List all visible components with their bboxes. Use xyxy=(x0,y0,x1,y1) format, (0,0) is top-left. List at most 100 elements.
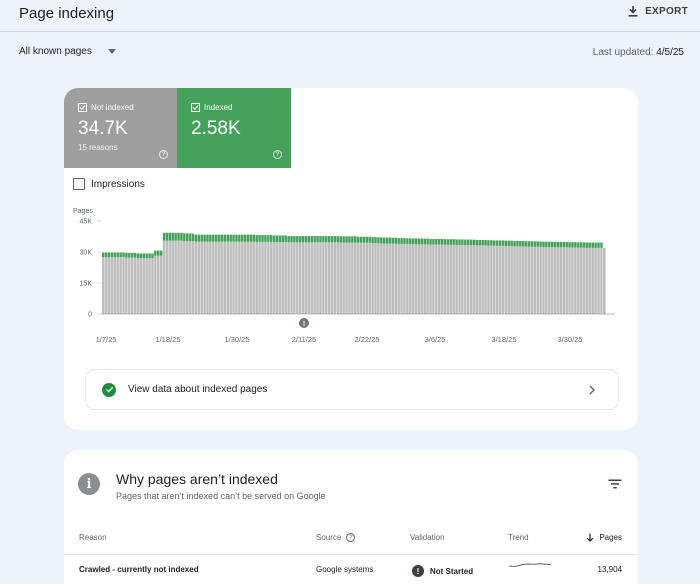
bar-not-indexed xyxy=(574,247,577,314)
indexed-tile[interactable]: Indexed 2.58K ? xyxy=(177,88,291,168)
bar-not-indexed xyxy=(325,242,328,314)
bar-indexed xyxy=(229,234,232,242)
bar-not-indexed xyxy=(159,255,163,314)
bar-not-indexed xyxy=(130,257,134,314)
bar-not-indexed xyxy=(301,242,305,314)
bar-not-indexed xyxy=(406,244,409,314)
export-button[interactable]: EXPORT xyxy=(627,5,688,17)
bar-not-indexed xyxy=(568,247,571,314)
bar-not-indexed xyxy=(212,241,215,314)
help-icon[interactable]: ? xyxy=(346,533,356,542)
bar-indexed xyxy=(307,236,311,243)
checkbox-checked-icon[interactable] xyxy=(191,103,200,112)
bar-indexed xyxy=(464,239,467,246)
bar-indexed xyxy=(527,241,531,247)
bar-not-indexed xyxy=(588,247,592,314)
bar-indexed xyxy=(128,252,131,258)
bar-not-indexed xyxy=(371,243,374,314)
column-header-reason[interactable]: Reason xyxy=(79,533,107,542)
bar-indexed xyxy=(553,241,557,248)
page-type-dropdown[interactable]: All known pages xyxy=(19,46,116,57)
bar-indexed xyxy=(122,252,125,258)
bar-not-indexed xyxy=(217,241,221,314)
bar-indexed xyxy=(391,237,395,244)
filter-icon[interactable] xyxy=(608,479,622,489)
bar-indexed xyxy=(304,236,308,243)
bar-not-indexed xyxy=(603,247,606,314)
bar-indexed xyxy=(577,242,580,248)
bar-not-indexed xyxy=(339,242,342,314)
bar-not-indexed xyxy=(304,242,308,314)
bar-not-indexed xyxy=(362,242,366,314)
bar-not-indexed xyxy=(579,247,583,314)
help-icon[interactable]: ? xyxy=(273,150,282,159)
bar-indexed xyxy=(548,241,551,248)
bar-indexed xyxy=(481,240,484,246)
bar-indexed xyxy=(310,236,313,243)
column-header-trend[interactable]: Trend xyxy=(508,533,529,542)
bar-not-indexed xyxy=(513,246,516,314)
download-icon xyxy=(628,6,638,17)
bar-not-indexed xyxy=(125,257,128,314)
bar-indexed xyxy=(130,252,134,258)
bar-not-indexed xyxy=(475,245,479,314)
bar-indexed xyxy=(217,234,221,242)
bar-not-indexed xyxy=(287,242,290,314)
row-reason[interactable]: Crawled - currently not indexed xyxy=(79,565,199,574)
bar-not-indexed xyxy=(165,240,169,314)
bar-indexed xyxy=(226,234,229,242)
bar-indexed xyxy=(356,236,360,243)
bar-not-indexed xyxy=(348,242,351,314)
bar-indexed xyxy=(403,238,406,244)
bar-indexed xyxy=(278,235,282,243)
help-icon[interactable]: ? xyxy=(159,150,168,159)
view-indexed-pages-link[interactable]: View data about indexed pages xyxy=(85,369,619,410)
bar-not-indexed xyxy=(452,244,455,314)
bar-indexed xyxy=(267,235,270,242)
column-header-validation[interactable]: Validation xyxy=(410,533,445,542)
bar-indexed xyxy=(600,242,603,248)
bar-not-indexed xyxy=(429,244,432,314)
bar-not-indexed xyxy=(258,241,261,314)
column-header-pages[interactable]: Pages xyxy=(586,533,622,542)
bar-indexed xyxy=(296,236,299,243)
bar-indexed xyxy=(107,252,111,258)
bar-indexed xyxy=(194,234,198,242)
bar-not-indexed xyxy=(206,241,209,314)
bar-indexed xyxy=(591,242,594,248)
bar-indexed xyxy=(388,237,392,244)
not-indexed-tile[interactable]: Not indexed 34.7K 15 reasons ? xyxy=(64,88,177,168)
bar-not-indexed xyxy=(411,244,415,314)
bar-not-indexed xyxy=(394,243,397,314)
bar-indexed xyxy=(162,232,166,241)
bar-not-indexed xyxy=(461,244,464,314)
bar-indexed xyxy=(466,239,470,246)
bar-indexed xyxy=(351,236,354,243)
bar-indexed xyxy=(188,233,192,242)
checkbox-checked-icon[interactable] xyxy=(78,103,87,112)
bar-indexed xyxy=(102,252,105,258)
impressions-checkbox[interactable]: Impressions xyxy=(73,178,145,190)
bar-indexed xyxy=(113,252,117,258)
bar-not-indexed xyxy=(209,241,212,314)
bar-indexed xyxy=(220,234,224,242)
bar-not-indexed xyxy=(501,245,505,314)
x-tick-label: 1/30/25 xyxy=(224,335,249,344)
bar-not-indexed xyxy=(351,242,354,314)
bar-not-indexed xyxy=(397,243,400,314)
bar-not-indexed xyxy=(553,247,557,314)
bar-indexed xyxy=(559,241,563,248)
bar-indexed xyxy=(313,236,316,243)
bar-indexed xyxy=(406,238,409,245)
why-subtitle: Pages that aren’t indexed can’t be serve… xyxy=(116,491,326,501)
column-header-source[interactable]: Source ? xyxy=(316,533,356,542)
bar-not-indexed xyxy=(591,247,594,314)
bar-indexed xyxy=(333,236,337,243)
y-tick-label: 0 xyxy=(88,312,92,319)
bar-not-indexed xyxy=(417,244,421,314)
bar-not-indexed xyxy=(151,258,154,314)
bar-indexed xyxy=(522,241,525,247)
trend-sparkline xyxy=(508,563,552,568)
bar-not-indexed xyxy=(498,245,502,314)
bar-indexed xyxy=(336,236,340,243)
